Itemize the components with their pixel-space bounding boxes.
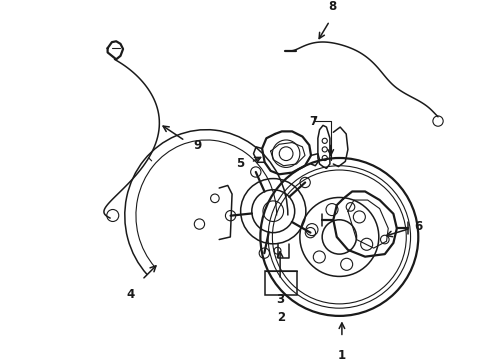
Text: 8: 8 bbox=[327, 0, 336, 13]
Bar bbox=[264, 271, 297, 295]
Text: 9: 9 bbox=[193, 139, 202, 152]
Text: 3: 3 bbox=[276, 293, 284, 306]
Text: 7: 7 bbox=[309, 115, 317, 128]
Text: 6: 6 bbox=[413, 220, 421, 233]
Text: 4: 4 bbox=[126, 288, 135, 301]
Text: 2: 2 bbox=[276, 311, 285, 324]
Text: 5: 5 bbox=[235, 157, 244, 171]
Text: 1: 1 bbox=[337, 348, 346, 360]
